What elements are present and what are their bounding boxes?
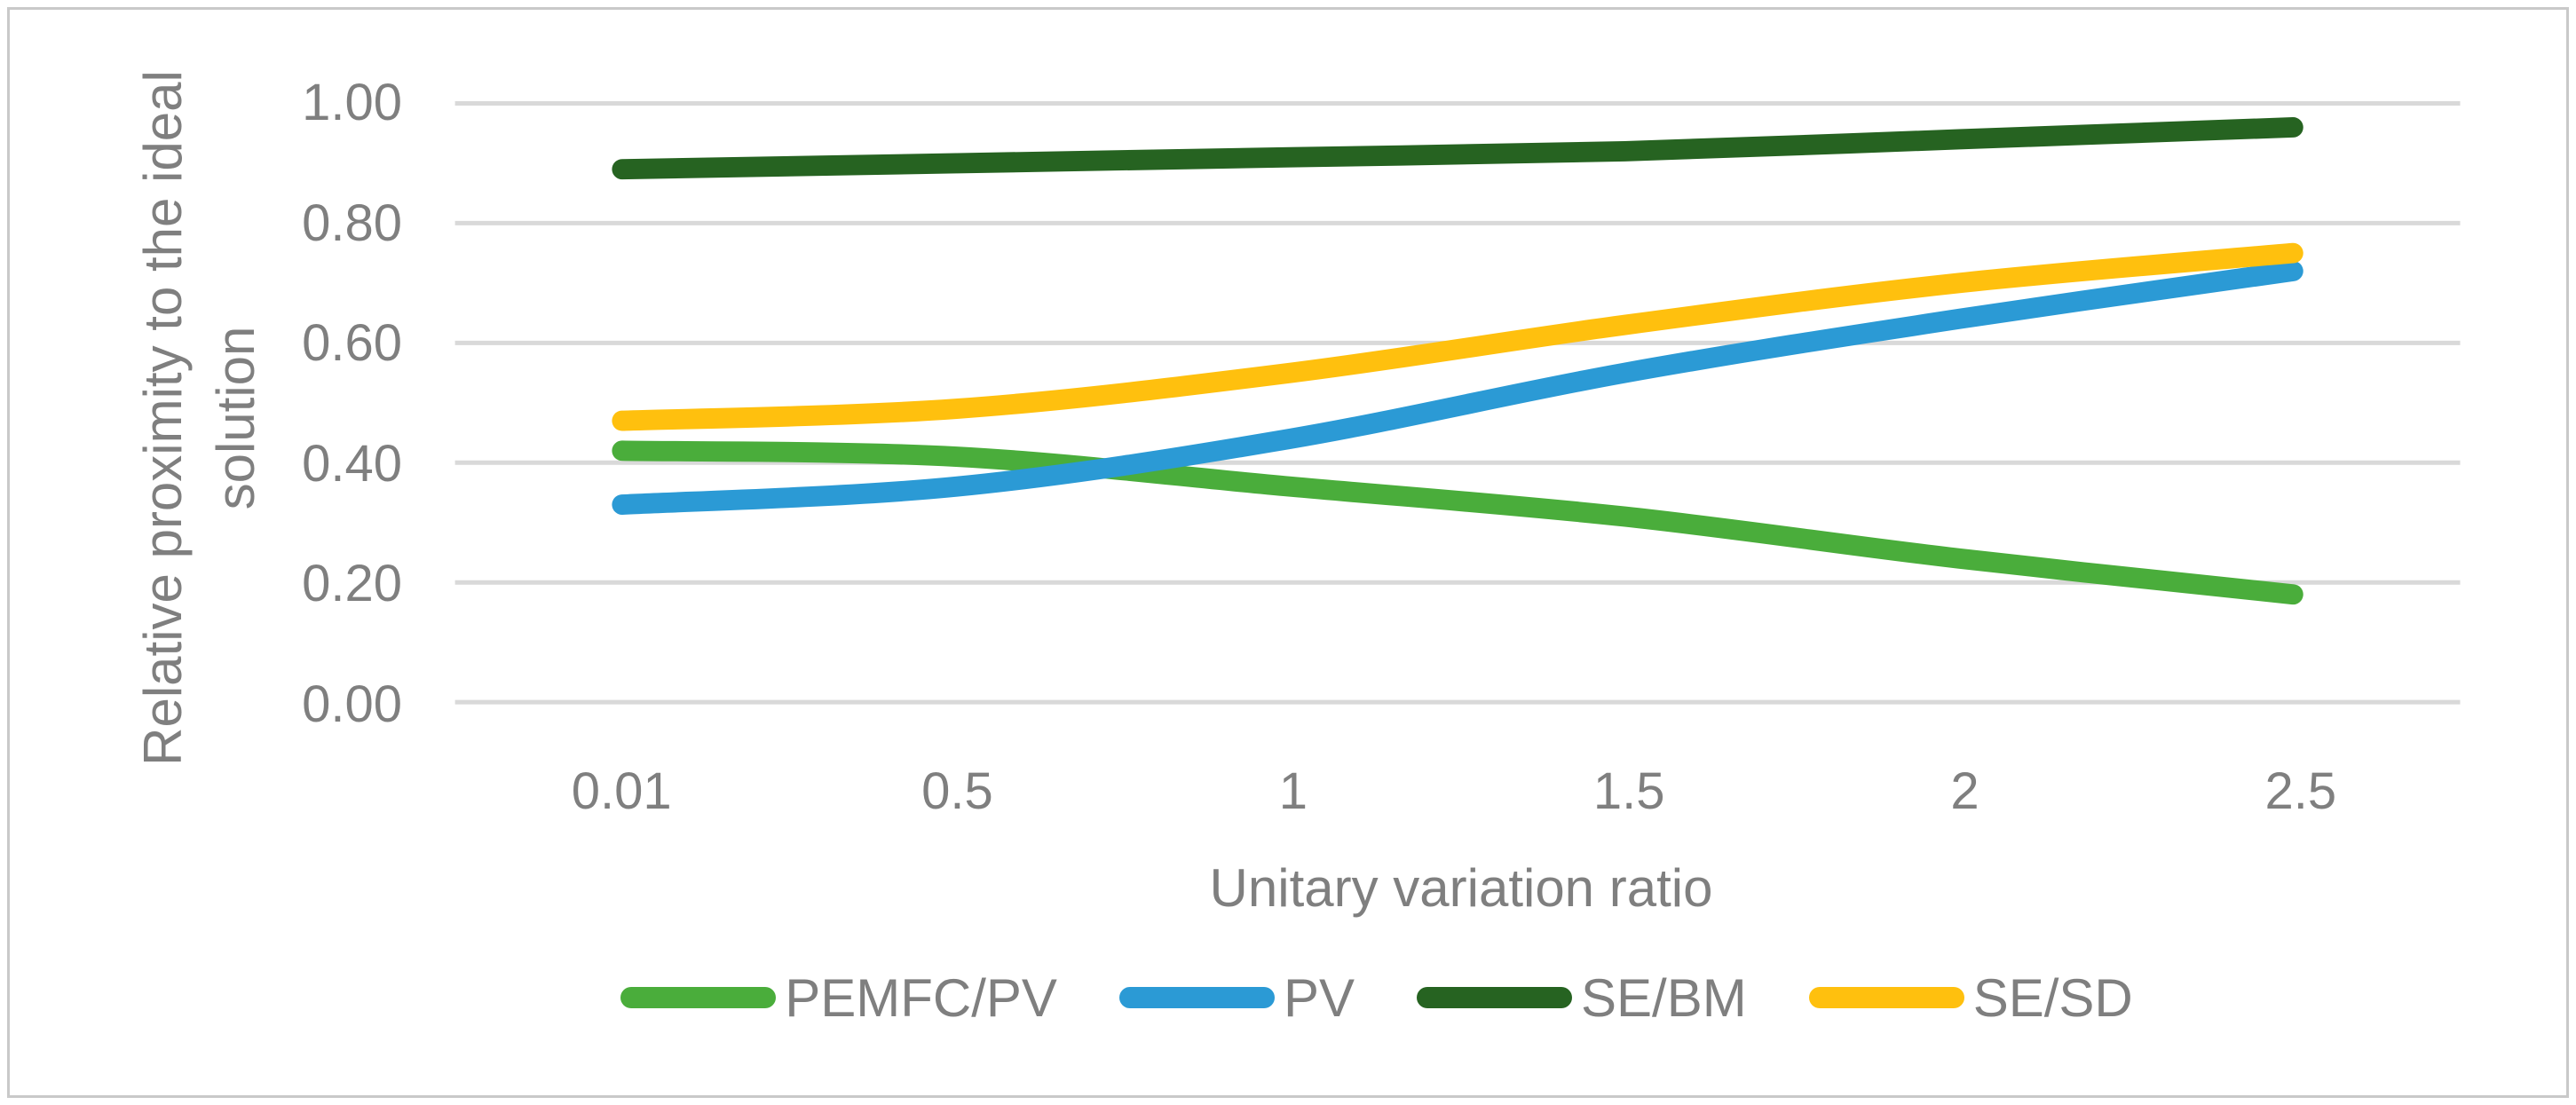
y-tick-label: 0.40 xyxy=(302,434,402,493)
x-tick-label: 0.01 xyxy=(571,762,672,820)
x-tick-label: 1 xyxy=(1278,762,1308,820)
y-tick-label: 0.20 xyxy=(302,555,402,613)
x-tick-label: 2.5 xyxy=(2264,762,2337,820)
y-tick-label: 0.60 xyxy=(302,314,402,373)
y-axis-title-line-2: solution xyxy=(206,326,265,510)
x-axis-title: Unitary variation ratio xyxy=(1209,858,1713,918)
series-line-se-bm xyxy=(612,117,2303,180)
legend-item-se-sd: SE/SD xyxy=(1808,967,2133,1029)
legend-swatch-icon xyxy=(1416,987,1572,1008)
x-tick-label: 0.5 xyxy=(921,762,993,820)
y-axis-title-line-1: Relative proximity to the ideal xyxy=(133,70,193,766)
legend-item-se-bm: SE/BM xyxy=(1416,967,1747,1029)
y-tick-label: 0.80 xyxy=(302,193,402,252)
series-line-pemfc-pv xyxy=(612,440,2303,605)
x-tick-label: 2 xyxy=(1950,762,1979,820)
legend-swatch-icon xyxy=(620,987,777,1008)
x-tick-label: 1.5 xyxy=(1592,762,1665,820)
legend-swatch-icon xyxy=(1808,987,1964,1008)
series-lines xyxy=(612,117,2303,605)
chart-frame: 1.00 0.80 0.60 0.40 0.20 0.00 0.01 0.5 1 1.5 2 2.5… xyxy=(7,7,2569,1098)
legend-item-pemfc-pv: PEMFC/PV xyxy=(620,967,1057,1029)
legend-label: SE/BM xyxy=(1580,967,1747,1028)
y-tick-label: 0.00 xyxy=(302,675,402,734)
legend-item-pv: PV xyxy=(1118,967,1355,1029)
legend-label: PV xyxy=(1283,967,1355,1028)
series-line-se-sd xyxy=(612,242,2303,431)
series-line-pv xyxy=(612,260,2303,515)
legend-label: PEMFC/PV xyxy=(785,967,1057,1028)
legend: PEMFC/PV PV SE/BM SE/SD xyxy=(365,958,2389,1038)
plot-area xyxy=(454,100,2461,705)
legend-label: SE/SD xyxy=(1972,967,2133,1028)
y-tick-label: 1.00 xyxy=(302,74,402,132)
legend-swatch-icon xyxy=(1118,987,1275,1008)
y-axis-title: Relative proximity to the ideal solution xyxy=(127,10,273,826)
